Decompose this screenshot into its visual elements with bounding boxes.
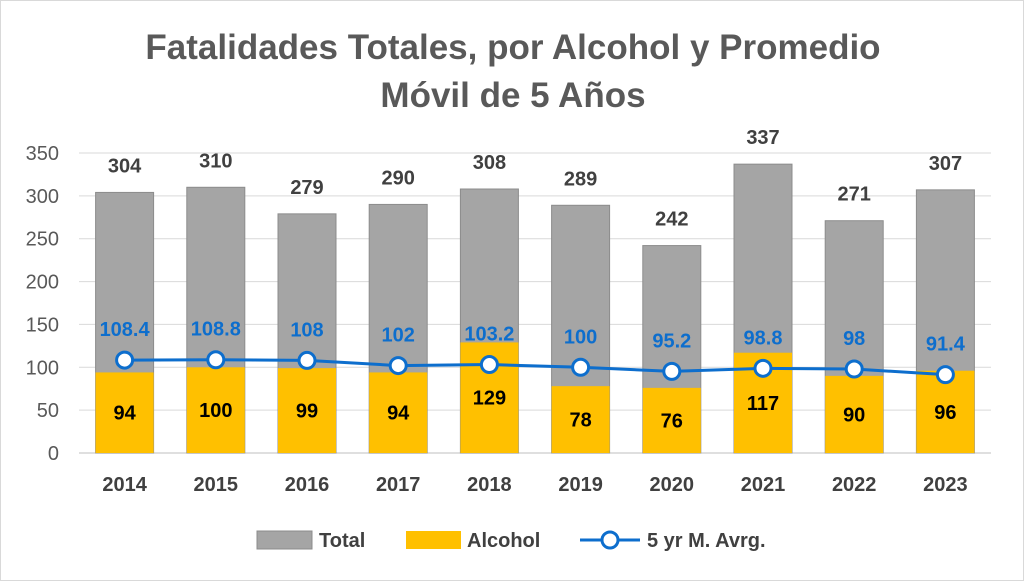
alcohol-bar: [95, 372, 154, 453]
x-tick-label: 2016: [285, 474, 330, 496]
moving-average-label: 91.4: [926, 334, 966, 356]
legend: Total Alcohol 5 yr M. Avrg.: [256, 530, 766, 552]
moving-average-line: [115, 350, 955, 385]
total-value-label: 290: [382, 167, 415, 189]
y-tick-label: 300: [26, 186, 59, 208]
total-value-label: 271: [838, 184, 871, 206]
legend-total-label: Total: [319, 530, 365, 552]
total-value-label: 308: [473, 152, 506, 174]
moving-average-marker: [297, 350, 317, 370]
legend-total-swatch: [256, 530, 313, 550]
legend-average-marker: [600, 530, 620, 550]
x-axis: 2014 2015 2016 2017 2018 2019 2020 2021 2022 2023: [102, 474, 967, 496]
total-value-label: 242: [655, 209, 688, 231]
alcohol-bar: [551, 386, 610, 453]
moving-average-label: 103.2: [464, 324, 514, 346]
alcohol-bar: [825, 375, 884, 453]
moving-average-label: 98.8: [744, 327, 783, 349]
total-value-label: 310: [199, 150, 232, 172]
x-tick-label: 2021: [741, 474, 786, 496]
alcohol-value-label: 99: [296, 401, 318, 423]
total-value-label: 304: [108, 155, 142, 177]
alcohol-value-label: 100: [199, 400, 232, 422]
moving-average-marker: [571, 357, 591, 377]
alcohol-bar: [278, 368, 336, 453]
bars: [95, 163, 975, 454]
moving-average-marker: [115, 350, 135, 370]
alcohol-bar: [642, 387, 701, 453]
alcohol-bar: [916, 370, 975, 453]
total-value-label: 307: [929, 153, 962, 175]
moving-average-label: 102: [382, 325, 415, 347]
legend-alcohol-label: Alcohol: [467, 530, 540, 552]
x-tick-label: 2018: [467, 474, 512, 496]
moving-average-marker: [753, 358, 773, 378]
total-value-label: 337: [746, 127, 779, 149]
alcohol-value-label: 129: [473, 388, 506, 410]
moving-average-label: 95.2: [652, 330, 691, 352]
total-value-label: 279: [290, 177, 323, 199]
x-tick-label: 2019: [558, 474, 603, 496]
moving-average-label: 108.4: [100, 319, 151, 341]
moving-average-marker: [388, 356, 408, 376]
chart-title-line1: Fatalidades Totales, por Alcohol y Prome…: [145, 28, 880, 67]
moving-average-label: 100: [564, 326, 597, 348]
y-tick-label: 50: [37, 400, 59, 422]
alcohol-value-label: 78: [569, 410, 591, 432]
total-value-label: 289: [564, 168, 597, 190]
moving-average-label: 108: [290, 319, 323, 341]
x-tick-label: 2014: [102, 474, 147, 496]
moving-average-marker: [844, 359, 864, 379]
moving-average-marker: [935, 365, 955, 385]
y-tick-label: 150: [26, 314, 59, 336]
y-axis: 0 50 100 150 200 250 300 350: [26, 143, 59, 465]
alcohol-value-label: 90: [843, 404, 865, 426]
alcohol-bar: [369, 372, 428, 453]
y-tick-label: 200: [26, 272, 59, 294]
legend-alcohol-swatch: [406, 531, 461, 549]
x-tick-label: 2022: [832, 474, 877, 496]
y-tick-label: 350: [26, 143, 59, 165]
moving-average-label: 108.8: [191, 319, 241, 341]
moving-average-marker: [206, 350, 226, 370]
alcohol-value-label: 96: [934, 402, 956, 424]
x-tick-label: 2023: [923, 474, 968, 496]
data-labels: 304 94 310 100 279 99 290 94 308 129 289 78 242 76 337…: [100, 127, 966, 432]
moving-average-marker: [479, 355, 499, 375]
legend-average-label: 5 yr M. Avrg.: [647, 530, 766, 552]
alcohol-value-label: 94: [113, 403, 136, 425]
moving-average-marker: [662, 361, 682, 381]
y-tick-label: 0: [48, 443, 59, 465]
y-tick-label: 100: [26, 357, 59, 379]
alcohol-value-label: 94: [387, 403, 410, 425]
alcohol-bar: [186, 367, 245, 453]
moving-average-path: [124, 358, 946, 377]
moving-average-label: 98: [843, 328, 865, 350]
x-tick-label: 2020: [650, 474, 695, 496]
chart-title-line2: Móvil de 5 Años: [380, 76, 645, 115]
alcohol-value-label: 117: [747, 393, 779, 415]
x-tick-label: 2015: [194, 474, 239, 496]
alcohol-value-label: 76: [661, 410, 683, 432]
x-tick-label: 2017: [376, 474, 421, 496]
y-tick-label: 250: [26, 229, 59, 251]
